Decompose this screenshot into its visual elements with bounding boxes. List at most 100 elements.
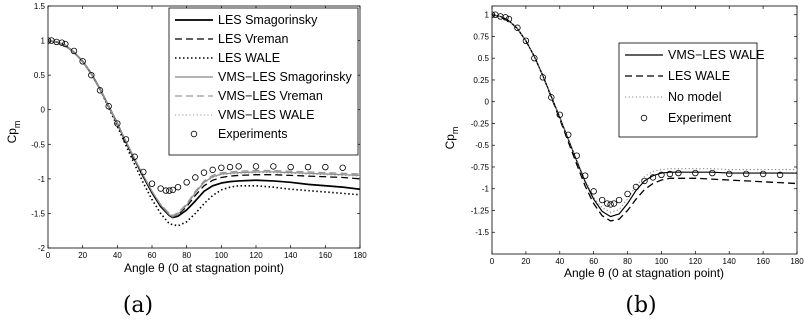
y-tick-label: 0 [485, 98, 490, 107]
experiment-point [590, 188, 597, 195]
experiment-point [649, 174, 657, 181]
x-tick-label: 140 [723, 257, 737, 266]
experiment-point [209, 166, 216, 174]
legend: VMS−LES WALE LES WALE No model Experiment [618, 42, 764, 138]
panel-caption: (b) [625, 293, 656, 318]
x-tick-label: 160 [756, 257, 770, 266]
experiment-point [48, 37, 52, 44]
experiment-point [556, 111, 563, 118]
experiment-point [122, 136, 130, 143]
experiment-point [539, 74, 547, 81]
experiment-point [183, 179, 190, 186]
legend: LES Smagorinsky LES Vreman LES WALE VMS−LES… [168, 7, 359, 156]
series-line [48, 40, 360, 217]
experiment-point [339, 164, 346, 171]
experiment-point [79, 58, 86, 65]
y-tick-label: -0.25 [471, 119, 490, 128]
experiment-point [573, 152, 580, 159]
x-tick-label: 180 [790, 257, 804, 266]
experiment-point [105, 103, 112, 110]
experiment-point [632, 183, 640, 191]
experiment-point [88, 71, 95, 79]
experiment-point [666, 170, 674, 178]
experiment-point [502, 14, 509, 21]
series-line [48, 39, 360, 217]
experiment-point [148, 180, 156, 187]
experiment-point [322, 163, 329, 171]
x-tick-label: 140 [284, 251, 298, 260]
legend-marker [640, 114, 648, 122]
x-tick-label: 40 [113, 251, 122, 260]
legend-box [168, 7, 359, 156]
x-tick-label: 80 [182, 251, 191, 260]
legend-label: LES Vreman [218, 32, 288, 46]
x-tick-label: 100 [655, 257, 669, 266]
experiment-point [675, 169, 682, 177]
plot-frame [491, 5, 798, 255]
experiment-point [235, 163, 242, 170]
x-tick-label: 80 [623, 257, 632, 266]
experiment-point [615, 196, 623, 204]
experiment-point [759, 170, 767, 178]
experiment-point [62, 40, 69, 48]
x-tick-label: 120 [249, 251, 263, 260]
experiment-point [162, 187, 170, 194]
x-tick-label: 60 [589, 257, 598, 266]
experiment-point [497, 13, 504, 20]
experiment-point [726, 170, 733, 178]
experiment-point [157, 185, 164, 192]
experiment-point [218, 164, 225, 171]
experiment-point [174, 183, 182, 191]
experiment-point [169, 186, 176, 194]
y-tick-label: -1 [482, 185, 490, 194]
legend-label: LES WALE [668, 69, 730, 83]
experiment-point [776, 171, 784, 179]
y-axis-label-subscript: m [12, 121, 22, 129]
legend-label: VMS−LES Smagorinsky [218, 70, 352, 84]
y-tick-label: 1 [41, 37, 46, 46]
x-tick-label: 20 [521, 257, 530, 266]
x-tick-label: 180 [353, 251, 367, 260]
y-tick-label: -2 [38, 244, 46, 253]
experiment-point [742, 170, 750, 178]
legend-label: LES WALE [218, 51, 280, 65]
x-tick-label: 40 [555, 257, 564, 266]
experiment-point [581, 172, 589, 179]
y-axis-label: Cpm [443, 127, 460, 150]
x-tick-label: 120 [689, 257, 703, 266]
experiment-point [607, 201, 614, 208]
plot-area [492, 11, 797, 222]
experiment-point [166, 187, 173, 194]
y-tick-label: 0.25 [473, 76, 489, 85]
legend-label: Experiments [218, 127, 287, 141]
y-tick-label: 0.5 [34, 71, 46, 80]
experiment-point [598, 196, 606, 204]
experiment-point [604, 200, 611, 207]
series-line [492, 14, 797, 222]
legend-label: VMS−LES WALE [668, 48, 764, 62]
experiment-point [287, 163, 294, 171]
experiment-point [226, 163, 234, 171]
y-tick-label: 0.5 [478, 54, 490, 63]
panel-b: 0 20 40 60 80 100 120 140 160 180 -1.5 -1.25 -1 -0.75… [443, 5, 804, 318]
experiment-point [252, 163, 260, 170]
y-axis-label-subscript: m [450, 127, 460, 135]
experiment-point [131, 153, 138, 160]
experiment-point [192, 174, 199, 181]
x-tick-label: 0 [46, 251, 51, 260]
y-tick-label: 0 [41, 106, 46, 115]
experiment-point [58, 39, 66, 46]
experiment-point [658, 171, 665, 179]
panel-a: 0 20 40 60 80 100 120 140 160 180 -2 -1.5 -1 -0.5 0 0.5… [5, 2, 367, 318]
experiment-point [514, 24, 521, 31]
y-tick-label: -0.5 [31, 140, 45, 149]
experiment-point [492, 11, 496, 18]
y-tick-label: -1.5 [31, 209, 45, 218]
experiment-point [114, 120, 121, 127]
x-tick-label: 20 [78, 251, 87, 260]
experiment-point [641, 177, 648, 185]
y-tick-label: -1 [38, 175, 46, 184]
experiment-point [565, 131, 572, 138]
legend-label: Experiment [668, 111, 732, 125]
